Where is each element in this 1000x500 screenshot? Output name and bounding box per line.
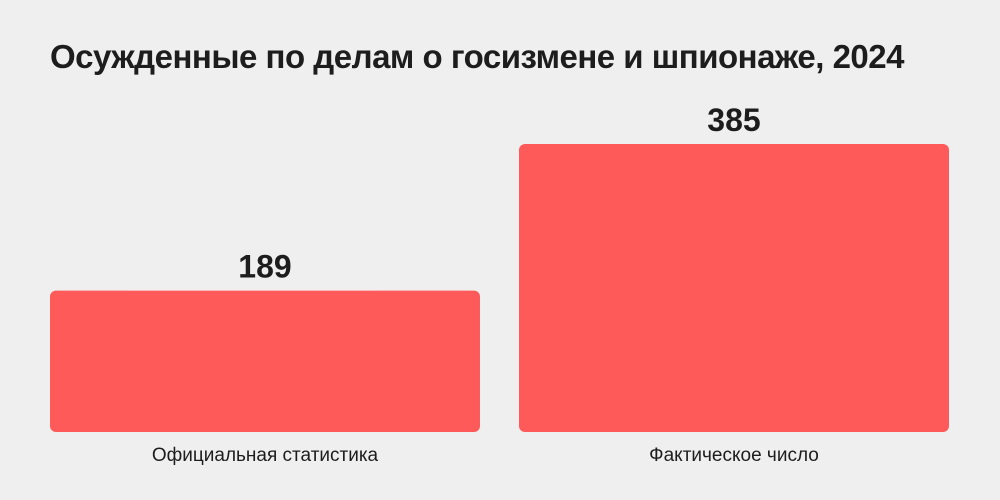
bar-2 [519, 144, 949, 432]
category-label-1: Официальная статистика [152, 445, 379, 466]
bar-1 [50, 290, 480, 432]
value-label-2: 385 [707, 102, 760, 138]
chart-title: Осужденные по делам о госизмене и шпиона… [50, 38, 904, 75]
category-label-2: Фактическое число [649, 445, 819, 466]
value-label-1: 189 [238, 249, 291, 285]
